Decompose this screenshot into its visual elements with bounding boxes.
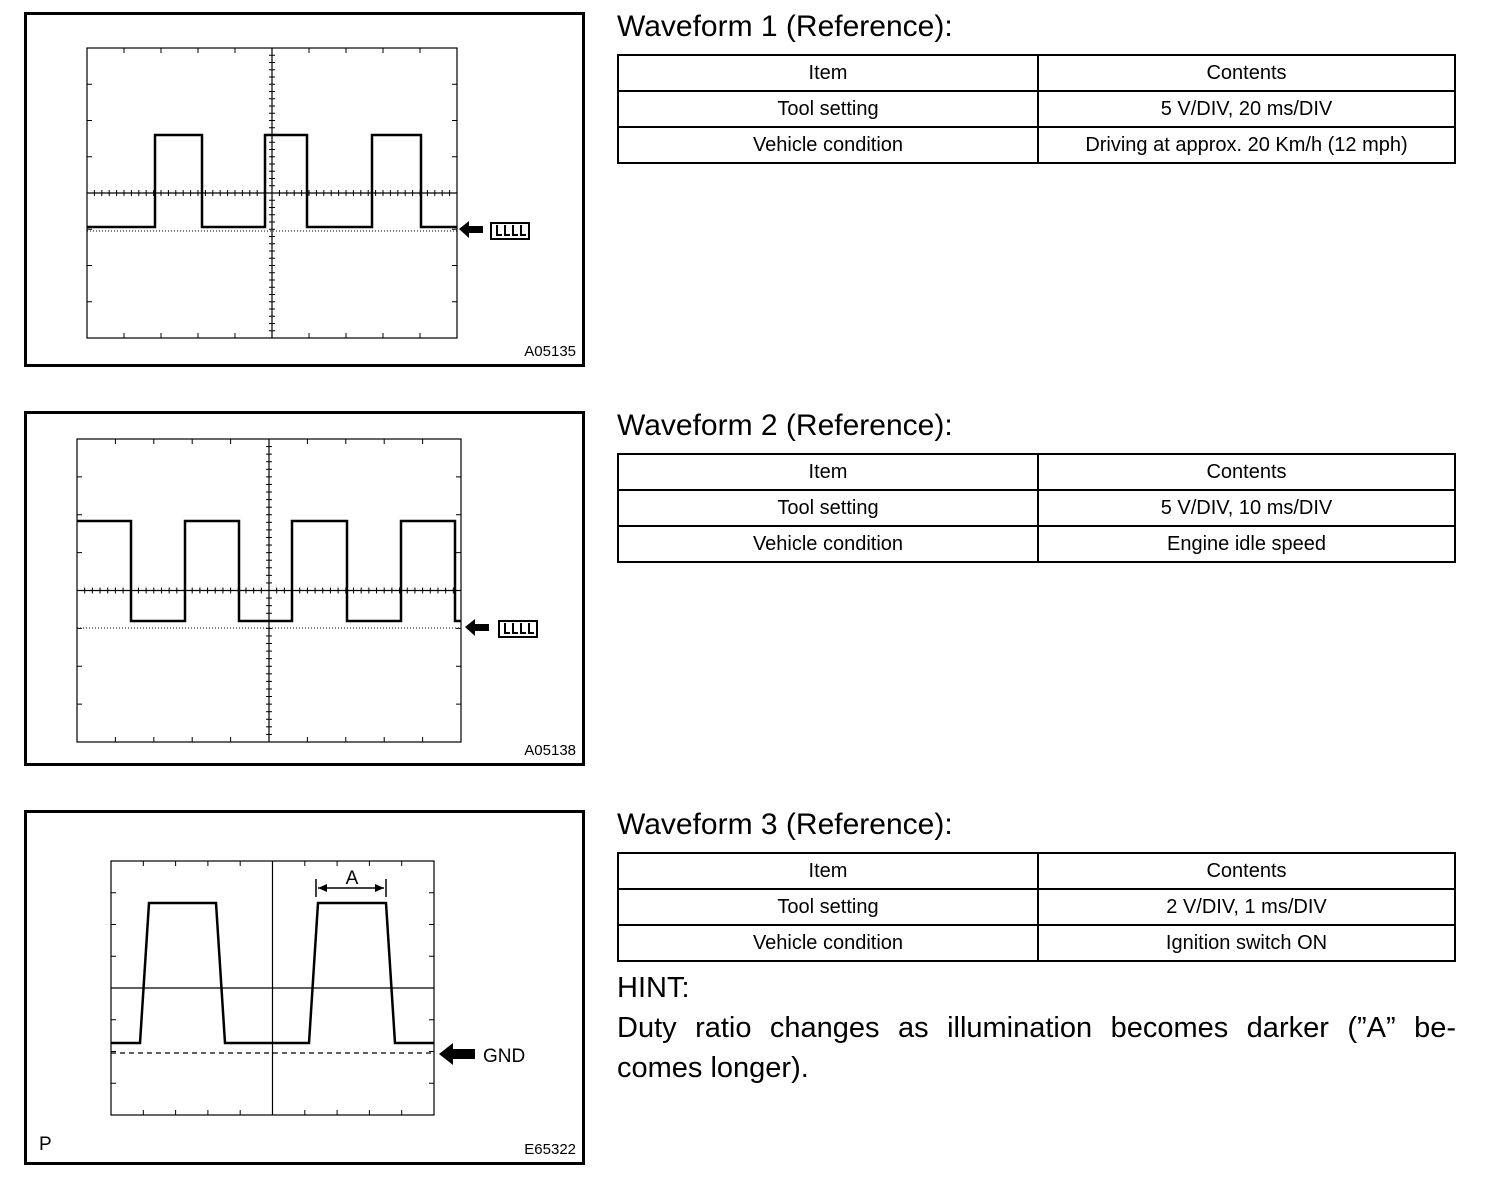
pulse-width-marker: [315, 879, 387, 897]
table-row: Vehicle condition Ignition switch ON: [617, 924, 1456, 962]
table-header-cell: Contents: [1037, 453, 1456, 491]
signal-trace-3: [111, 901, 434, 1045]
section-title: Waveform 2 (Reference):: [617, 409, 953, 442]
table-cell: Vehicle condition: [617, 924, 1039, 962]
waveform-3-section: Waveform 3 (Reference): Item Contents To…: [617, 808, 1456, 1088]
table-header-cell: Item: [617, 54, 1039, 92]
table-header-cell: Item: [617, 852, 1039, 890]
table-cell: Tool setting: [617, 888, 1039, 926]
oscilloscope-screen-2: [76, 438, 538, 743]
signal-trace-1: [87, 133, 457, 229]
table-cell: Ignition switch ON: [1037, 924, 1456, 962]
table-cell: 5 V/DIV, 10 ms/DIV: [1037, 489, 1456, 527]
table-cell: Vehicle condition: [617, 525, 1039, 563]
pulse-label: A: [346, 868, 359, 889]
table-cell: 2 V/DIV, 1 ms/DIV: [1037, 888, 1456, 926]
table-header-cell: Item: [617, 453, 1039, 491]
ground-arrow-icon: [465, 619, 538, 638]
table-cell: Engine idle speed: [1037, 525, 1456, 563]
table-header-cell: Contents: [1037, 852, 1456, 890]
spec-table: Item Contents Tool setting 5 V/DIV, 10 m…: [617, 453, 1456, 563]
figure-code: E65322: [524, 1141, 576, 1158]
hint-label: HINT:: [617, 972, 690, 1004]
waveform-3-figure: A GND P E65322: [24, 810, 585, 1165]
table-row: Tool setting 5 V/DIV, 10 ms/DIV: [617, 489, 1456, 527]
table-row: Vehicle condition Driving at approx. 20 …: [617, 126, 1456, 164]
table-header-row: Item Contents: [617, 453, 1456, 491]
figure-code: A05138: [524, 742, 576, 759]
table-row: Tool setting 5 V/DIV, 20 ms/DIV: [617, 90, 1456, 128]
figure-code: A05135: [524, 343, 576, 360]
oscilloscope-screen-3: A GND: [110, 860, 525, 1116]
table-cell: Tool setting: [617, 90, 1039, 128]
waveform-2-section: Waveform 2 (Reference): Item Contents To…: [617, 409, 1456, 563]
gnd-arrow-icon: [439, 1043, 475, 1065]
table-header-cell: Contents: [1037, 54, 1456, 92]
signal-trace-2: [77, 519, 461, 623]
hint-text: Duty ratio changes as illumination becom…: [617, 1012, 1456, 1084]
oscilloscope-screen-1: [86, 47, 530, 339]
table-row: Tool setting 2 V/DIV, 1 ms/DIV: [617, 888, 1456, 926]
spec-table: Item Contents Tool setting 5 V/DIV, 20 m…: [617, 54, 1456, 164]
figure-letter: P: [39, 1134, 52, 1155]
gnd-label: GND: [483, 1046, 525, 1067]
table-row: Vehicle condition Engine idle speed: [617, 525, 1456, 563]
section-title: Waveform 1 (Reference):: [617, 10, 953, 43]
table-cell: Tool setting: [617, 489, 1039, 527]
waveform-1-figure: A05135: [24, 12, 585, 367]
table-header-row: Item Contents: [617, 852, 1456, 890]
table-cell: Driving at approx. 20 Km/h (12 mph): [1037, 126, 1456, 164]
waveform-2-figure: A05138: [24, 411, 585, 766]
spec-table: Item Contents Tool setting 2 V/DIV, 1 ms…: [617, 852, 1456, 962]
table-cell: Vehicle condition: [617, 126, 1039, 164]
table-cell: 5 V/DIV, 20 ms/DIV: [1037, 90, 1456, 128]
waveform-1-section: Waveform 1 (Reference): Item Contents To…: [617, 10, 1456, 164]
ground-arrow-icon: [459, 221, 530, 240]
section-title: Waveform 3 (Reference):: [617, 808, 953, 841]
table-header-row: Item Contents: [617, 54, 1456, 92]
